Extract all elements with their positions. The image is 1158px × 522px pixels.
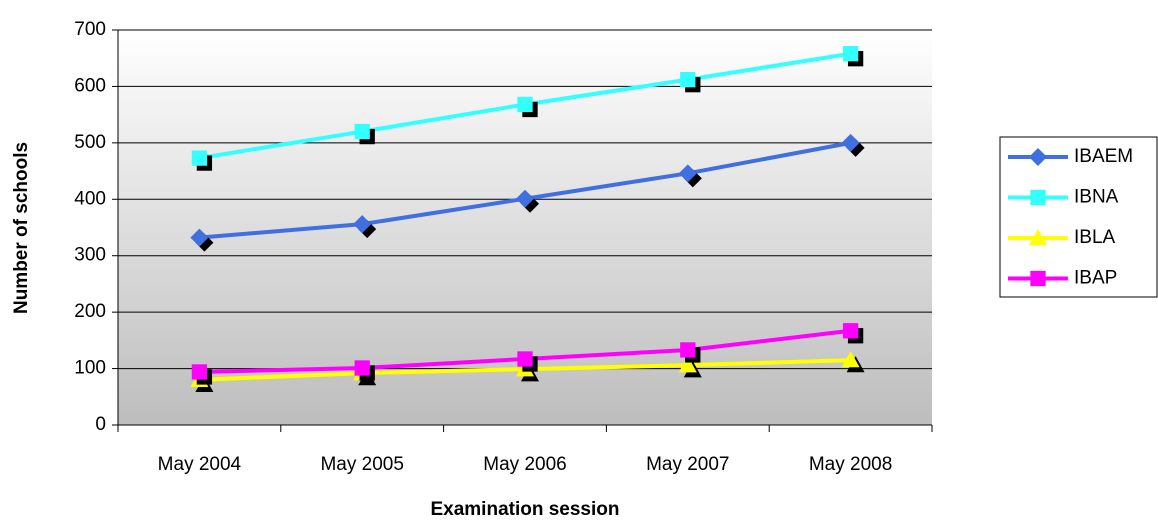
marker [680,342,696,358]
y-tick-label: 400 [74,188,106,209]
marker [517,96,533,113]
y-tick-label: 200 [74,301,106,322]
x-axis-title: Examination session [430,499,619,520]
marker [842,46,859,62]
data-point [841,133,865,157]
marker [678,356,697,373]
x-tick-label: May 2004 [158,454,242,475]
legend-marker [1029,229,1047,246]
legend-marker [1030,270,1046,287]
legend-label: IBLA [1074,227,1116,248]
y-tick-label: 500 [74,132,106,153]
data-point [678,356,702,378]
marker [842,323,859,339]
data-point [516,189,539,213]
x-tick-label: May 2007 [646,454,729,475]
data-point [517,96,538,118]
y-tick-label: 300 [74,245,106,266]
data-point [842,46,864,67]
x-tick-label: May 2006 [483,454,566,475]
marker [678,164,697,183]
legend-marker [1030,189,1046,206]
y-axis-title: Number of schools [11,142,32,314]
x-tick-label: May 2008 [809,454,892,475]
data-point [678,164,702,188]
data-point [842,323,864,344]
y-tick-label: 0 [95,414,106,435]
x-tick-label: May 2005 [320,454,403,475]
legend-label: IBAEM [1074,146,1133,167]
data-point [680,342,701,363]
legend-label: IBAP [1074,268,1117,289]
marker [680,72,696,88]
marker [191,364,208,380]
y-tick-label: 600 [74,75,106,96]
data-point [517,351,538,372]
data-point [190,228,214,252]
legend-box [999,136,1158,298]
marker [516,189,534,208]
marker [841,351,860,368]
marker [190,228,209,247]
marker [353,215,372,234]
data-point [680,72,701,93]
y-tick-label: 700 [74,19,106,40]
marker [354,360,370,376]
data-point [191,364,213,385]
legend-label: IBNA [1074,187,1119,208]
data-point [354,360,375,381]
data-point [841,351,865,373]
marker [191,150,208,166]
data-point [354,123,375,145]
marker [354,123,370,140]
marker [517,351,533,367]
marker [841,133,860,152]
data-point [353,215,377,239]
legend-marker [1029,148,1047,166]
y-tick-label: 100 [74,358,106,379]
data-point [191,150,213,171]
